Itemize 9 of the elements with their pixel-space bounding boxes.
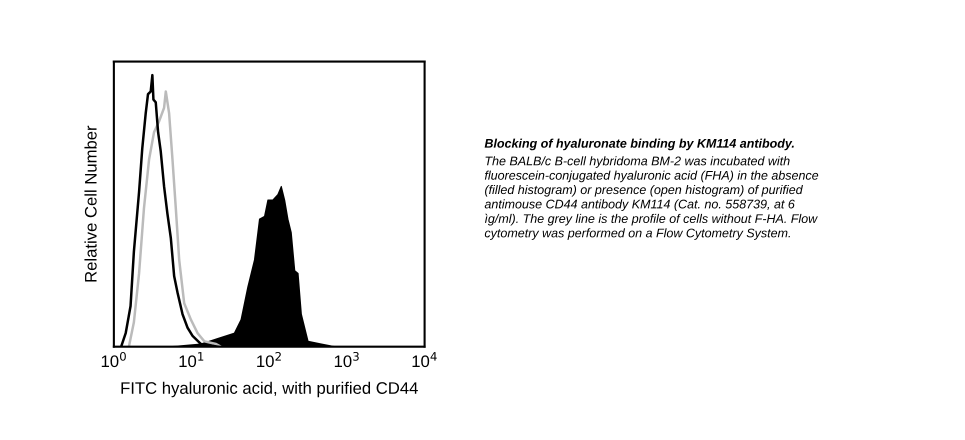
y-axis-title: Relative Cell Number [84,126,97,282]
x-tick-label: 10$^{1}$ [179,352,204,368]
x-tick-label: 10$^{3}$ [334,352,359,368]
text: The BALB/c B-cell hybridoma BM-2 was incubated with fluorescein-conjugated hyaluronic acid (FHA) in the absence (filled histogram) or presence (open histogram) of purified antimouse CD44 antibody KM114 (Cat. no. 558739, at 6 ìg/ml). The grey line is the profile of cells without F-HA. Flow cytometry was performed on a Flow Cytometry System. [484,156,818,240]
x-tick-label: 10$^{4}$ [412,352,437,368]
x-tick-label: 10$^{2}$ [257,352,281,368]
x-tick-label: 10$^{0}$ [102,352,126,368]
x-axis-title: FITC hyaluronic acid, with purified CD44 [121,382,418,398]
text: Blocking of hyaluronate binding by KM114 antibody. [484,138,794,150]
